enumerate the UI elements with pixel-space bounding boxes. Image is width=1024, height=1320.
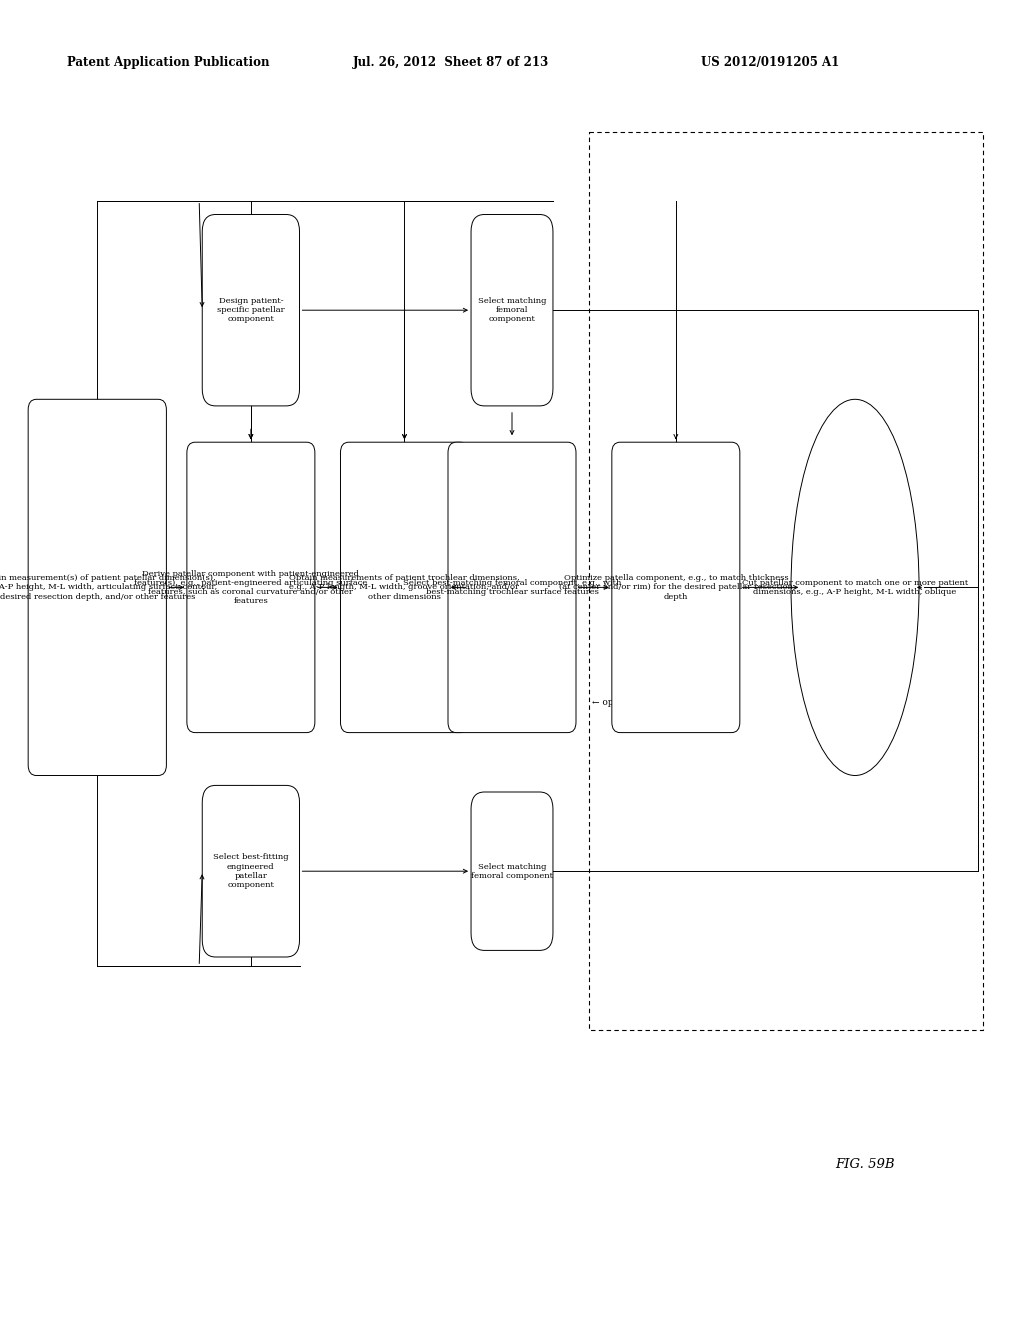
Text: Jul. 26, 2012  Sheet 87 of 213: Jul. 26, 2012 Sheet 87 of 213 — [352, 55, 549, 69]
FancyBboxPatch shape — [449, 442, 575, 733]
FancyBboxPatch shape — [340, 442, 469, 733]
Text: Select best-matching femoral component, e.g., with
best-matching trochlear surfa: Select best-matching femoral component, … — [402, 578, 622, 597]
Text: Design patient-
specific patellar
component: Design patient- specific patellar compon… — [217, 297, 285, 323]
Text: Derive patellar component with patient-engineered
feature(s), e.g., patient-engi: Derive patellar component with patient-e… — [134, 570, 368, 605]
FancyBboxPatch shape — [612, 442, 739, 733]
Text: Obtain measurement(s) of patient patellar dimension(s),
e.g., A-P height, M-L wi: Obtain measurement(s) of patient patella… — [0, 574, 217, 601]
Text: Cut patellar component to match one or more patient
dimensions, e.g., A-P height: Cut patellar component to match one or m… — [742, 578, 968, 597]
Text: Select best-fitting
engineered
patellar
component: Select best-fitting engineered patellar … — [213, 854, 289, 888]
FancyBboxPatch shape — [28, 399, 166, 775]
Text: Select matching
femoral component: Select matching femoral component — [471, 862, 553, 880]
Text: US 2012/0191205 A1: US 2012/0191205 A1 — [701, 55, 840, 69]
FancyBboxPatch shape — [203, 785, 299, 957]
FancyBboxPatch shape — [203, 214, 299, 407]
Text: ← optional: ← optional — [592, 698, 640, 706]
Text: Obtain measurements of patient trochlear dimensions,
e.g., A-P length, M-L width: Obtain measurements of patient trochlear… — [289, 574, 520, 601]
FancyBboxPatch shape — [471, 214, 553, 407]
FancyBboxPatch shape — [186, 442, 315, 733]
Text: FIG. 59B: FIG. 59B — [836, 1158, 895, 1171]
Text: Patent Application Publication: Patent Application Publication — [67, 55, 269, 69]
Text: Select matching
femoral
component: Select matching femoral component — [478, 297, 546, 323]
Ellipse shape — [791, 399, 920, 776]
FancyBboxPatch shape — [471, 792, 553, 950]
Text: Optimize patella component, e.g., to match thickness
(at center and/or rim) for : Optimize patella component, e.g., to mat… — [559, 574, 793, 601]
